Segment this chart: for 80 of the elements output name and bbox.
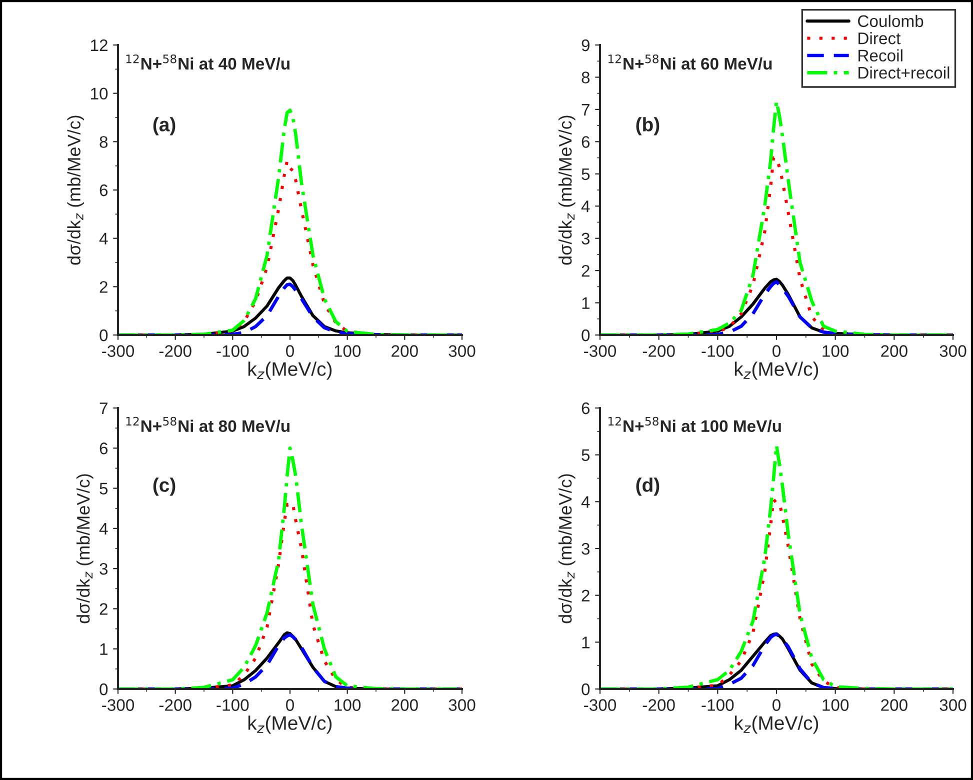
y-tick-label: 0 <box>582 329 590 342</box>
y-tick-label: 3 <box>100 562 108 575</box>
x-tick-label: 200 <box>392 699 418 711</box>
y-tick-label: 0 <box>100 683 108 696</box>
x-tick-label: 200 <box>392 345 418 357</box>
annotation: $^{12}$N+$^{58}$Ni at 80 MeV/u <box>126 416 290 432</box>
annotation: (d) <box>636 478 660 496</box>
annotation: (a) <box>153 117 176 136</box>
legend-label: Coulomb <box>858 14 924 28</box>
y-tick-label: 4 <box>581 200 590 212</box>
x-tick-label: -300 <box>584 345 616 357</box>
y-tick-label: 1 <box>100 643 108 655</box>
x-tick-label: 300 <box>940 699 966 711</box>
x-tick-label: 0 <box>286 345 294 357</box>
x-tick-label: 200 <box>881 699 908 711</box>
x-tick-label: 300 <box>448 345 476 357</box>
x-tick-label: -300 <box>584 699 616 711</box>
x-tick-label: -200 <box>642 699 675 711</box>
y-tick-label: 3 <box>582 232 590 245</box>
y-tick-label: 12 <box>91 39 108 52</box>
x-axis-title: k$_{z}$(MeV/c) <box>734 716 818 734</box>
y-tick-label: 2 <box>582 264 590 277</box>
y-tick-label: 4 <box>99 232 108 244</box>
x-tick-label: 300 <box>940 345 966 357</box>
x-tick-label: -200 <box>159 699 192 711</box>
y-tick-label: 6 <box>100 442 108 454</box>
x-tick-label: 200 <box>881 345 908 357</box>
y-axis-title: dσ/dk$_{z}$ (mb/MeV/c) <box>67 116 84 265</box>
y-tick-label: 8 <box>582 72 590 84</box>
x-tick-label: -100 <box>702 345 734 357</box>
y-tick-label: 7 <box>582 104 590 116</box>
x-tick-label: -200 <box>642 345 675 357</box>
y-tick-label: 5 <box>100 482 108 494</box>
y-tick-label: 4 <box>99 523 108 534</box>
annotation: $^{12}$N+$^{58}$Ni at 60 MeV/u <box>608 54 772 70</box>
x-tick-label: 100 <box>822 345 849 357</box>
y-axis-title: dσ/dk$_{z}$ (mb/MeV/c) <box>76 474 94 624</box>
y-tick-label: 4 <box>581 496 590 508</box>
x-tick-label: -100 <box>216 345 249 357</box>
x-tick-label: -100 <box>216 699 249 711</box>
y-tick-label: 6 <box>582 402 590 414</box>
legend-label: Recoil <box>858 49 902 62</box>
legend-label: Direct <box>858 32 901 44</box>
y-tick-label: 0 <box>100 329 108 342</box>
x-tick-label: 100 <box>822 699 849 711</box>
y-tick-label: 2 <box>100 603 108 615</box>
annotation: $^{12}$N+$^{58}$Ni at 100 MeV/u <box>608 416 781 432</box>
x-tick-label: 300 <box>448 699 476 711</box>
x-tick-label: 100 <box>334 699 361 711</box>
x-axis-title: k$_{z}$(MeV/c) <box>248 362 332 380</box>
x-axis-title: k$_{z}$(MeV/c) <box>734 362 818 380</box>
y-tick-label: 0 <box>582 683 590 696</box>
annotation: $^{12}$N+$^{58}$Ni at 40 MeV/u <box>126 54 290 70</box>
y-tick-label: 10 <box>91 88 108 100</box>
x-tick-label: -100 <box>702 699 734 711</box>
y-tick-label: 1 <box>582 636 590 648</box>
y-tick-label: 7 <box>100 402 108 414</box>
y-axis-title: dσ/dk$_{z}$ (mb/MeV/c) <box>558 474 576 624</box>
y-axis-title: dσ/dk$_{z}$ (mb/MeV/c) <box>558 116 576 265</box>
x-tick-label: 0 <box>286 699 294 711</box>
y-tick-label: 8 <box>100 136 108 148</box>
y-tick-label: 5 <box>582 168 590 180</box>
y-tick-label: 9 <box>582 39 590 52</box>
x-tick-label: 100 <box>334 345 361 357</box>
y-tick-label: 2 <box>100 281 108 293</box>
y-tick-label: 2 <box>582 590 590 602</box>
y-tick-label: 1 <box>582 297 590 309</box>
x-tick-label: 0 <box>772 345 780 357</box>
annotation: (c) <box>153 478 176 496</box>
x-tick-label: -300 <box>102 699 134 711</box>
x-tick-label: 0 <box>772 699 780 711</box>
y-tick-label: 5 <box>582 449 590 462</box>
y-tick-label: 6 <box>100 184 108 196</box>
x-axis-title: k$_{z}$(MeV/c) <box>248 716 332 734</box>
x-tick-label: -200 <box>159 345 192 357</box>
y-tick-label: 3 <box>582 542 590 555</box>
annotation: (b) <box>636 117 660 136</box>
y-tick-label: 6 <box>582 136 590 148</box>
legend-label: Direct+recoil <box>858 66 950 79</box>
x-tick-label: -300 <box>102 345 134 357</box>
